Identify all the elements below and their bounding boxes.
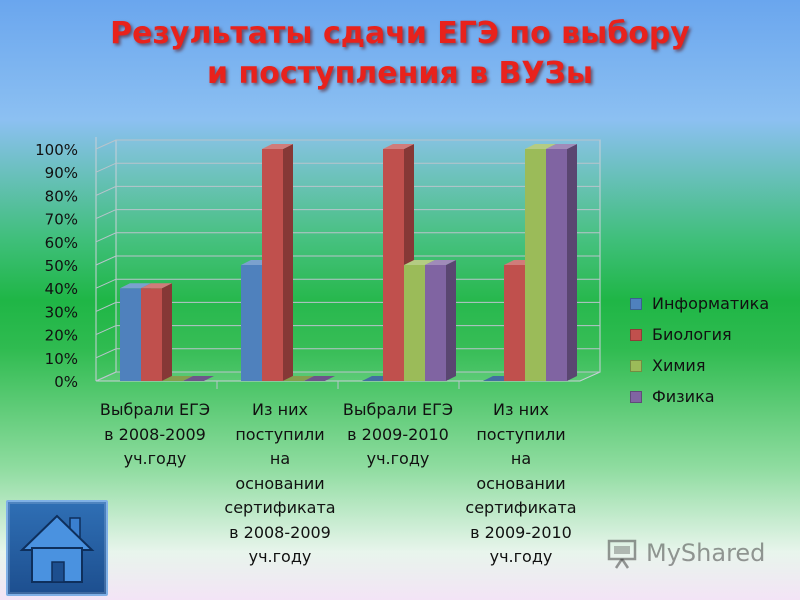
gridline (95, 255, 600, 266)
bar-side (446, 260, 456, 381)
y-tick-label: 0% (54, 373, 78, 391)
legend-label: Биология (652, 325, 732, 344)
legend-swatch (630, 359, 642, 372)
y-tick-label: 40% (45, 280, 78, 298)
x-category-label-line: уч.году (489, 547, 553, 566)
x-category-label-line: Выбрали ЕГЭ (99, 400, 211, 419)
x-category-label-line: поступили (235, 424, 325, 444)
slide-title-line-2: и поступления в ВУЗы (207, 56, 593, 91)
bar-zero-cap (162, 376, 193, 381)
gridline (95, 139, 600, 150)
bar-zero-cap (283, 376, 314, 381)
bar-top (546, 144, 577, 149)
x-category-label-line: в 2009-2010 (347, 424, 449, 444)
gridline (95, 209, 600, 220)
x-category-label-line: Выбрали ЕГЭ (342, 400, 454, 419)
bar-zero-cap (304, 376, 335, 381)
x-category-label-line: поступили (476, 424, 566, 444)
legend-label: Химия (652, 356, 706, 375)
x-category-label-line: в 2009-2010 (470, 522, 572, 542)
bar-top (141, 283, 172, 289)
bar-side (567, 144, 577, 381)
x-category-label-line: уч.году (366, 449, 430, 468)
bar-front (525, 149, 546, 381)
bar-front (241, 265, 262, 381)
bar-front (141, 288, 162, 381)
x-category-label-line: сертификата (465, 498, 577, 517)
bar (283, 376, 314, 381)
x-category-label-line: уч.году (248, 547, 312, 566)
bar-top (525, 144, 556, 149)
bar-zero-cap (183, 376, 214, 381)
y-tick-label: 60% (45, 234, 78, 252)
x-category-label: Выбрали ЕГЭ в 2009-2010 уч.году (333, 398, 463, 472)
bar (546, 144, 577, 381)
legend-item: Физика (630, 381, 769, 412)
gridline (95, 185, 600, 196)
x-category-label-line: основании (235, 473, 325, 493)
chart-legend: Информатика Биология Химия Физика (630, 288, 769, 412)
gridline (95, 232, 600, 243)
y-tick-label: 20% (45, 327, 78, 345)
y-tick-label: 100% (35, 141, 78, 159)
y-tick-label: 30% (45, 303, 78, 321)
bar-front (546, 149, 567, 381)
home-button[interactable] (6, 500, 108, 596)
x-category-label-line: в 2008-2009 (229, 522, 331, 542)
legend-item: Химия (630, 350, 769, 381)
bar-front (120, 288, 141, 381)
y-tick-label: 80% (45, 187, 78, 205)
watermark-text: MyShared (646, 539, 766, 567)
legend-item: Биология (630, 319, 769, 350)
gridline (95, 162, 600, 173)
bar-front (262, 149, 283, 381)
bar-side (283, 144, 293, 381)
legend-label: Физика (652, 387, 715, 406)
legend-label: Информатика (652, 294, 770, 313)
watermark: MyShared (606, 536, 765, 570)
x-category-label-line: Из них (252, 400, 308, 419)
x-category-label-line: уч.году (123, 449, 187, 468)
x-category-label: Из них поступили на основании сертификата в 2… (456, 398, 586, 570)
house-icon (19, 514, 95, 583)
legend-swatch (630, 297, 642, 310)
bar-top (383, 144, 414, 149)
bar-top (262, 144, 293, 149)
bar-top (404, 260, 435, 265)
y-tick-label: 70% (45, 211, 78, 229)
bar-front (425, 265, 446, 381)
x-category-label-line: на (269, 449, 291, 468)
bar-top (425, 260, 456, 265)
y-tick-label: 10% (45, 350, 78, 368)
bar-front (504, 265, 525, 381)
legend-swatch (630, 390, 642, 403)
x-category-label-line: основании (476, 473, 566, 493)
legend-swatch (630, 328, 642, 341)
y-tick-label: 90% (45, 164, 78, 182)
bar-side (162, 283, 172, 381)
bar-front (383, 149, 404, 381)
y-tick-label: 50% (45, 257, 78, 275)
bar (304, 376, 335, 381)
x-category-label: Выбрали ЕГЭ в 2008-2009 уч.году (90, 398, 220, 472)
bar (262, 144, 293, 381)
bar (183, 376, 214, 381)
x-category-label: Из них поступили на основании сертификата в 2… (215, 398, 345, 570)
x-category-label-line: на (510, 449, 532, 468)
slide-title-line-1: Результаты сдачи ЕГЭ по выбору (110, 16, 690, 51)
bar (141, 283, 172, 381)
legend-item: Информатика (630, 288, 769, 319)
bar (425, 260, 456, 381)
bar-top (120, 283, 151, 289)
bar-front (404, 265, 425, 381)
bar (162, 376, 193, 381)
slide-title: Результаты сдачи ЕГЭ по выбору и поступл… (0, 14, 800, 94)
x-category-label-line: в 2008-2009 (104, 424, 206, 444)
x-category-label-line: Из них (493, 400, 549, 419)
x-category-label-line: сертификата (224, 498, 336, 517)
presentation-board-icon (607, 539, 637, 569)
